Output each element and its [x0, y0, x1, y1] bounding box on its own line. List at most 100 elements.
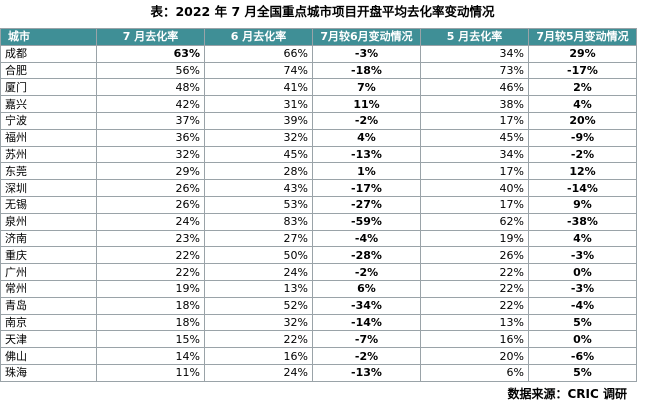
jul-vs-jun-cell: -13% [312, 363, 421, 382]
table-row: 厦门 48% 41% 7% 46% 2% [0, 78, 637, 97]
jul-rate-cell: 18% [96, 296, 205, 315]
jul-vs-jun-cell: -18% [312, 61, 421, 80]
city-cell: 嘉兴 [0, 95, 97, 113]
jul-vs-jun-cell: -4% [312, 229, 421, 248]
jul-vs-jun-cell: 6% [312, 279, 421, 298]
city-cell: 深圳 [0, 179, 97, 197]
city-cell: 福州 [0, 128, 97, 147]
city-cell: 青岛 [0, 296, 97, 315]
table-row: 成都 63% 66% -3% 34% 29% [0, 44, 637, 63]
jul-rate-cell: 23% [96, 229, 205, 248]
table-row: 东莞 29% 28% 1% 17% 12% [0, 162, 637, 181]
jun-rate-cell: 39% [204, 111, 313, 130]
table-row: 苏州 32% 45% -13% 34% -2% [0, 145, 637, 164]
may-rate-cell: 34% [420, 44, 529, 63]
city-cell: 重庆 [0, 246, 97, 265]
may-rate-cell: 17% [420, 162, 529, 181]
jul-vs-may-cell: -3% [528, 279, 637, 298]
jul-rate-cell: 48% [96, 78, 205, 97]
jul-vs-jun-cell: 4% [312, 128, 421, 147]
jul-vs-may-cell: 0% [528, 330, 637, 349]
jul-rate-cell: 37% [96, 111, 205, 130]
jun-rate-cell: 13% [204, 279, 313, 298]
jul-vs-jun-cell: -2% [312, 347, 421, 365]
jul-vs-may-cell: -17% [528, 61, 637, 80]
may-rate-cell: 16% [420, 330, 529, 349]
jun-rate-cell: 31% [204, 95, 313, 113]
jul-rate-cell: 15% [96, 330, 205, 349]
city-cell: 常州 [0, 279, 97, 298]
jul-vs-jun-cell: -28% [312, 246, 421, 265]
header-may-rate: 5 月去化率 [420, 28, 529, 46]
jul-vs-may-cell: 9% [528, 195, 637, 214]
table-row: 广州 22% 24% -2% 22% 0% [0, 263, 637, 281]
jun-rate-cell: 32% [204, 128, 313, 147]
jul-vs-jun-cell: -2% [312, 111, 421, 130]
jul-vs-may-cell: 0% [528, 263, 637, 281]
jul-rate-cell: 42% [96, 95, 205, 113]
table-row: 珠海 11% 24% -13% 6% 5% [0, 363, 637, 382]
header-city: 城市 [0, 28, 97, 46]
table-row: 青岛 18% 52% -34% 22% -4% [0, 296, 637, 315]
jul-vs-jun-cell: -14% [312, 313, 421, 332]
city-cell: 广州 [0, 263, 97, 281]
jun-rate-cell: 41% [204, 78, 313, 97]
jul-vs-jun-cell: -34% [312, 296, 421, 315]
jul-vs-may-cell: -3% [528, 246, 637, 265]
jul-vs-may-cell: -6% [528, 347, 637, 365]
jul-vs-may-cell: -4% [528, 296, 637, 315]
jul-vs-jun-cell: -59% [312, 212, 421, 231]
jul-vs-jun-cell: -13% [312, 145, 421, 164]
city-cell: 佛山 [0, 347, 97, 365]
table-row: 福州 36% 32% 4% 45% -9% [0, 128, 637, 147]
may-rate-cell: 22% [420, 279, 529, 298]
city-cell: 宁波 [0, 111, 97, 130]
city-cell: 厦门 [0, 78, 97, 97]
header-jul-vs-may: 7月较5月变动情况 [528, 28, 637, 46]
jul-vs-jun-cell: -3% [312, 44, 421, 63]
jul-rate-cell: 22% [96, 263, 205, 281]
city-cell: 合肥 [0, 61, 97, 80]
jul-rate-cell: 14% [96, 347, 205, 365]
header-jul-rate: 7 月去化率 [96, 28, 205, 46]
jun-rate-cell: 28% [204, 162, 313, 181]
jul-vs-jun-cell: -27% [312, 195, 421, 214]
may-rate-cell: 34% [420, 145, 529, 164]
city-cell: 成都 [0, 44, 97, 63]
may-rate-cell: 45% [420, 128, 529, 147]
jun-rate-cell: 53% [204, 195, 313, 214]
jul-vs-may-cell: 20% [528, 111, 637, 130]
table-row: 合肥 56% 74% -18% 73% -17% [0, 61, 637, 80]
table-row: 泉州 24% 83% -59% 62% -38% [0, 212, 637, 231]
jul-rate-cell: 22% [96, 246, 205, 265]
table-row: 天津 15% 22% -7% 16% 0% [0, 330, 637, 349]
jul-rate-cell: 32% [96, 145, 205, 164]
may-rate-cell: 73% [420, 61, 529, 80]
table-row: 无锡 26% 53% -27% 17% 9% [0, 195, 637, 214]
table-row: 嘉兴 42% 31% 11% 38% 4% [0, 95, 637, 113]
jul-rate-cell: 63% [96, 44, 205, 63]
jul-vs-may-cell: -38% [528, 212, 637, 231]
jul-rate-cell: 11% [96, 363, 205, 382]
city-cell: 珠海 [0, 363, 97, 382]
may-rate-cell: 20% [420, 347, 529, 365]
jul-vs-may-cell: 12% [528, 162, 637, 181]
jul-vs-jun-cell: -17% [312, 179, 421, 197]
jul-rate-cell: 29% [96, 162, 205, 181]
may-rate-cell: 17% [420, 195, 529, 214]
jul-vs-may-cell: 5% [528, 363, 637, 382]
jul-rate-cell: 26% [96, 195, 205, 214]
jun-rate-cell: 22% [204, 330, 313, 349]
table-row: 宁波 37% 39% -2% 17% 20% [0, 111, 637, 130]
data-source-note: 数据来源：CRIC 调研 [507, 387, 628, 401]
jun-rate-cell: 24% [204, 263, 313, 281]
may-rate-cell: 38% [420, 95, 529, 113]
jul-vs-may-cell: -2% [528, 145, 637, 164]
jul-vs-may-cell: 2% [528, 78, 637, 97]
jul-vs-jun-cell: -2% [312, 263, 421, 281]
may-rate-cell: 17% [420, 111, 529, 130]
jul-vs-may-cell: 4% [528, 229, 637, 248]
jun-rate-cell: 32% [204, 313, 313, 332]
table-row: 常州 19% 13% 6% 22% -3% [0, 279, 637, 298]
city-cell: 东莞 [0, 162, 97, 181]
